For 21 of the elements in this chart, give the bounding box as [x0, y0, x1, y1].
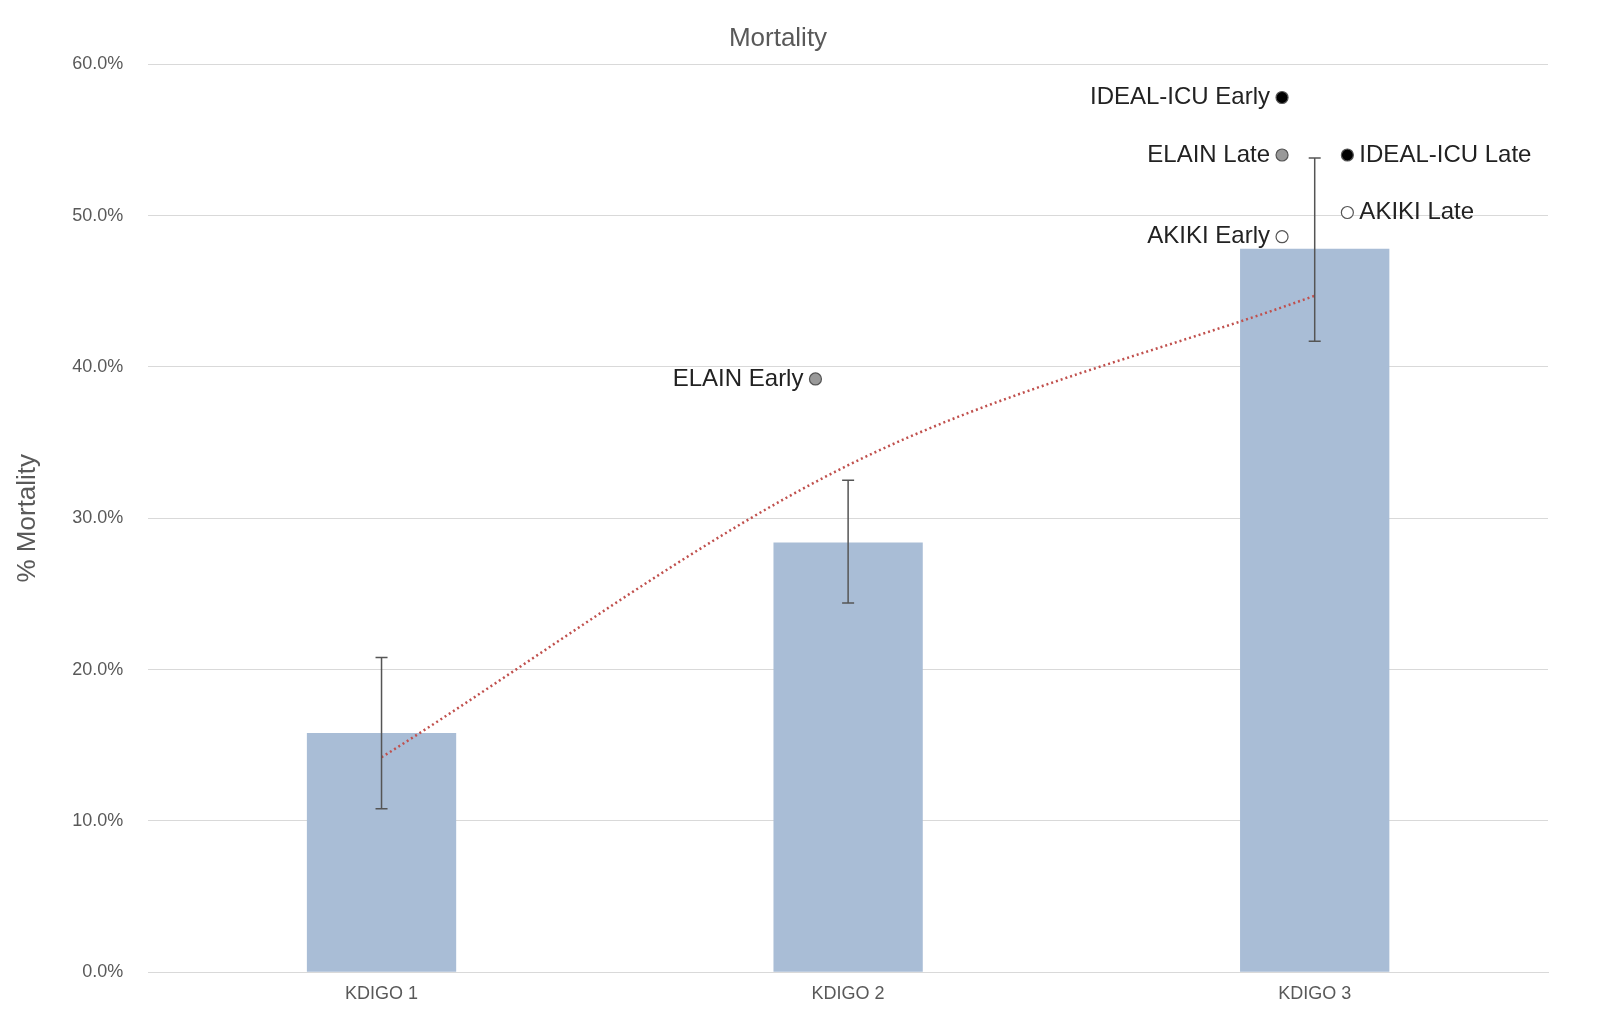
y-tick-label: 50.0%	[72, 204, 124, 225]
series-label: AKIKI Late	[1359, 197, 1475, 225]
series-label: ELAIN Early	[672, 363, 804, 391]
series-label: AKIKI Early	[1147, 221, 1271, 249]
x-tick-label: KDIGO 1	[345, 982, 419, 1003]
bar	[306, 733, 457, 972]
y-tick-label: 10.0%	[72, 809, 124, 830]
series-label: IDEAL-ICU Late	[1359, 139, 1532, 167]
y-tick-label: 40.0%	[72, 355, 124, 376]
series-label: ELAIN Late	[1147, 139, 1271, 167]
x-tick-label: KDIGO 3	[1278, 982, 1352, 1003]
chart-title: Mortality	[728, 21, 828, 52]
x-tick-label: KDIGO 2	[811, 982, 885, 1003]
bar	[773, 542, 923, 972]
y-tick-label: 20.0%	[72, 658, 124, 679]
y-tick-label: 60.0%	[72, 53, 124, 74]
bar	[1240, 248, 1390, 972]
y-tick-label: 0.0%	[82, 961, 124, 982]
y-tick-label: 30.0%	[72, 507, 124, 528]
series-label: IDEAL-ICU Early	[1090, 82, 1271, 110]
y-axis-title: % Mortality	[10, 453, 41, 583]
